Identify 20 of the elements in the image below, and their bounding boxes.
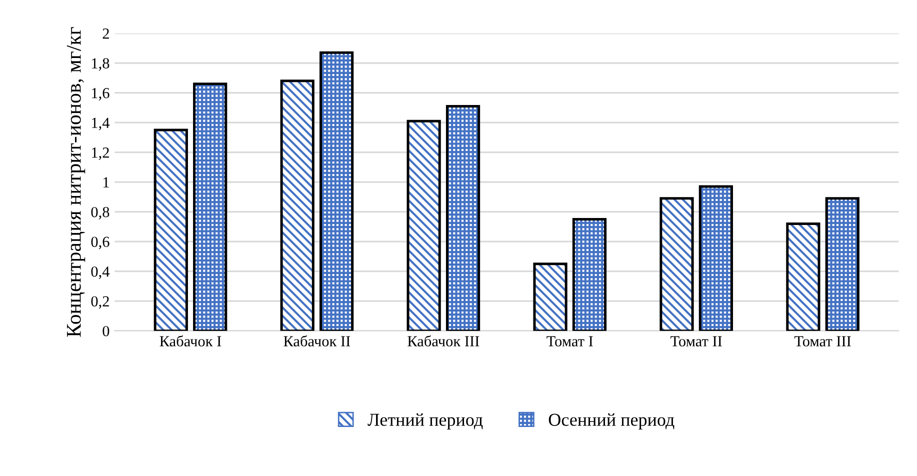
x-tick-label: Томат II xyxy=(670,336,722,346)
y-axis-title: Концентрация нитрит-ионов, мг/кг xyxy=(66,27,86,337)
y-tick-label: 0,8 xyxy=(91,206,110,220)
legend-label: Осенний период xyxy=(548,413,674,430)
y-tick-label: 1,6 xyxy=(92,88,110,100)
y-tick-label: 0,4 xyxy=(91,266,110,279)
y-tick-label: 0,6 xyxy=(91,236,110,250)
x-tick-label: Кабачок II xyxy=(284,335,350,346)
x-tick-label: Томат I xyxy=(546,336,593,346)
y-tick-label: 1 xyxy=(103,177,109,188)
y-tick-label: 1,2 xyxy=(92,148,109,160)
y-tick-label: 2 xyxy=(102,28,109,39)
y-tick-label: 1,8 xyxy=(92,58,110,71)
y-tick-label: 1,4 xyxy=(92,118,110,130)
y-tick-label: 0,2 xyxy=(91,296,109,309)
y-tick-label: 0 xyxy=(102,326,110,336)
x-tick-label: Кабачок I xyxy=(160,335,222,346)
x-tick-label: Кабачок III xyxy=(408,335,480,346)
x-tick-label: Томат III xyxy=(794,336,851,346)
legend-label: Летний период xyxy=(368,413,483,430)
